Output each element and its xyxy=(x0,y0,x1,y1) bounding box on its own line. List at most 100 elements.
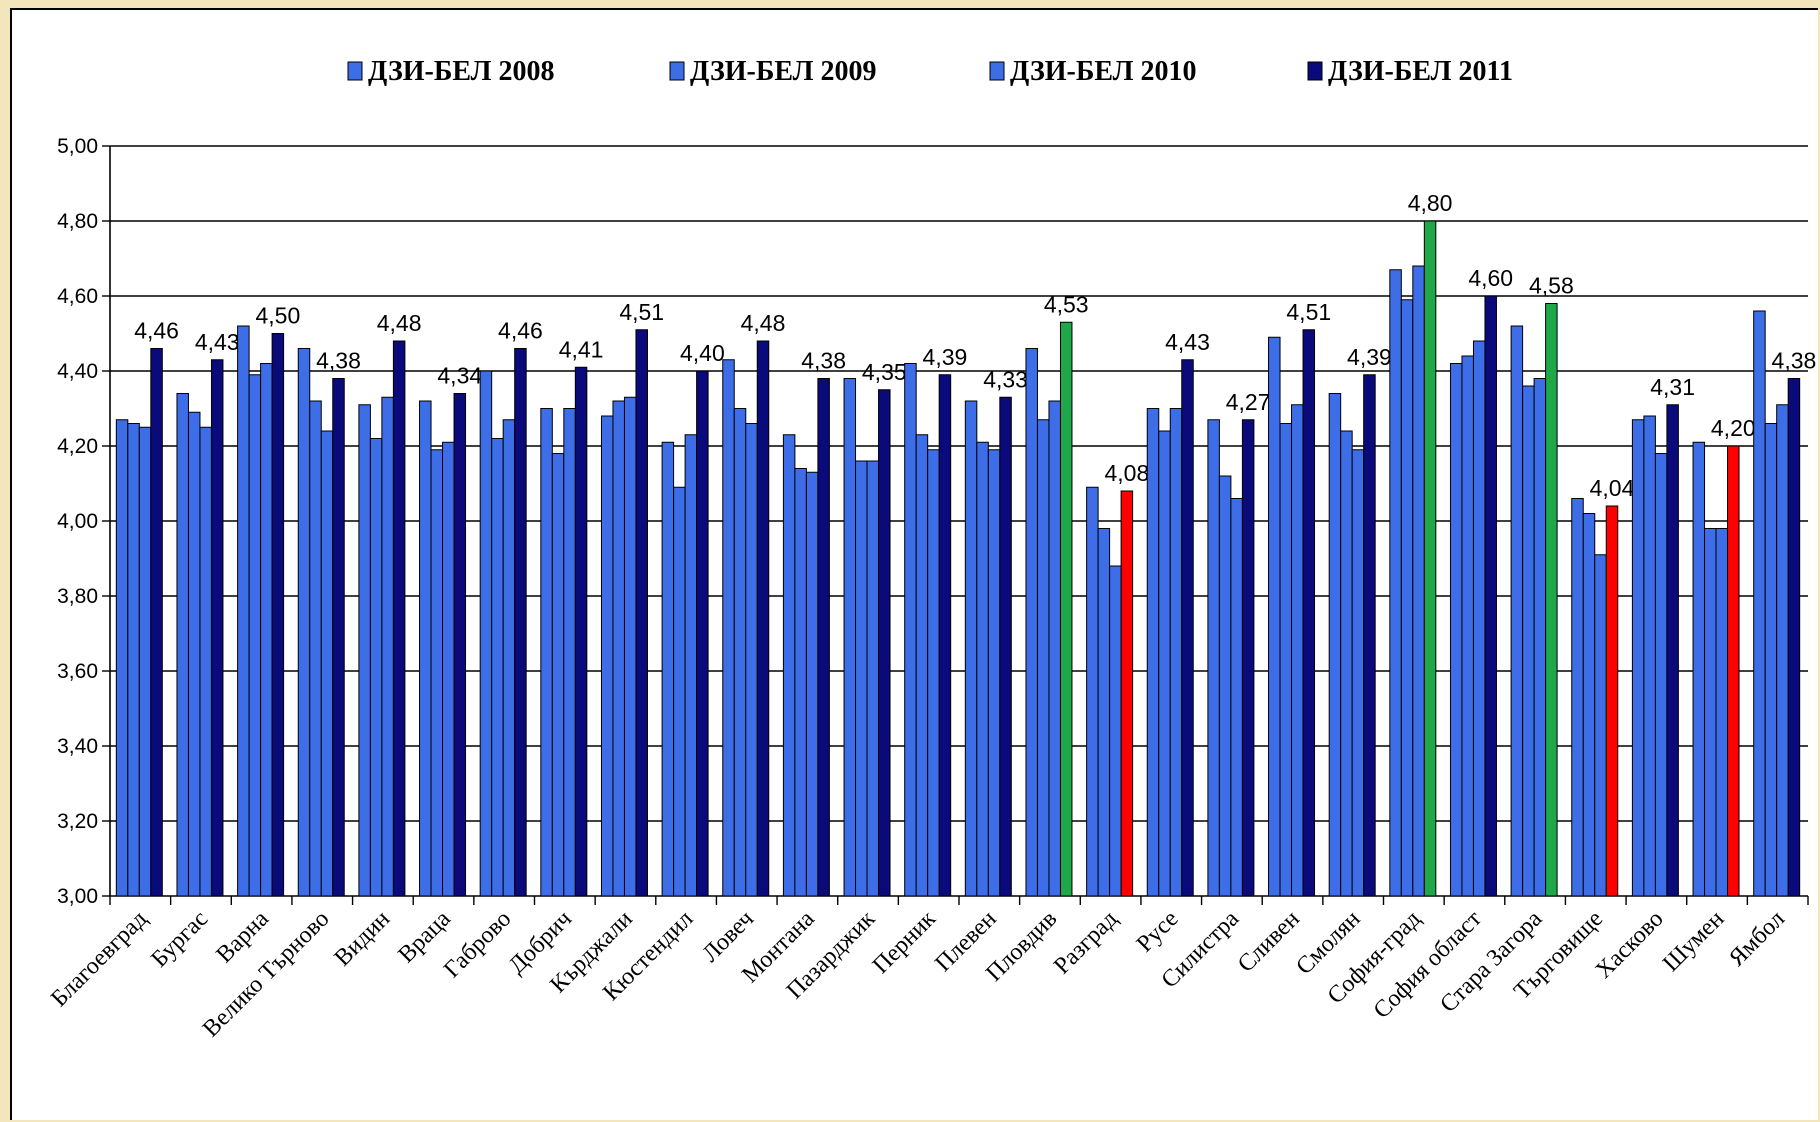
data-label: 4,46 xyxy=(498,318,543,344)
bar-1 xyxy=(1389,269,1402,897)
x-tick-label: Перник xyxy=(868,906,941,979)
x-tick-label: Сливен xyxy=(1233,906,1305,978)
bar-3 xyxy=(1351,449,1365,897)
bar-2 xyxy=(612,400,625,897)
data-label: 4,50 xyxy=(255,303,300,329)
bar-3 xyxy=(502,419,516,897)
x-tick-label: Ямбол xyxy=(1724,906,1790,972)
y-tick-label: 4,40 xyxy=(57,360,98,383)
bar-1 xyxy=(297,348,311,897)
bar-1 xyxy=(176,393,189,897)
bar-1 xyxy=(782,434,796,897)
bar-3 xyxy=(1048,400,1061,897)
x-tick-label: Видин xyxy=(330,906,396,972)
bar-3 xyxy=(623,396,637,897)
legend-label: ДЗИ-БЕЛ 2010 xyxy=(1010,56,1197,87)
bar-2 xyxy=(1704,528,1717,897)
y-tick-label: 4,60 xyxy=(57,285,98,308)
y-tick-label: 3,40 xyxy=(57,735,98,758)
bar-1 xyxy=(1268,336,1281,897)
bar-1 xyxy=(661,441,675,897)
top-left-color-band xyxy=(0,0,370,8)
y-tick-label: 3,20 xyxy=(57,810,98,833)
bar-1 xyxy=(479,370,493,897)
bar-1 xyxy=(1571,498,1584,897)
bar-4 xyxy=(514,348,527,897)
bar-3 xyxy=(138,426,152,897)
bar-3 xyxy=(1230,498,1243,897)
bar-3 xyxy=(1533,378,1547,897)
data-label: 4,34 xyxy=(437,363,482,389)
bar-4 xyxy=(574,366,588,897)
bar-4 xyxy=(817,378,830,897)
bar-3 xyxy=(1776,404,1789,897)
data-label: 4,27 xyxy=(1226,389,1271,415)
data-label: 4,48 xyxy=(377,310,422,336)
bar-3 xyxy=(805,471,819,897)
x-tick-label: Габрово xyxy=(439,906,516,983)
bar-2 xyxy=(1036,419,1050,897)
x-tick-label: Благоевград xyxy=(46,906,152,1012)
bar-3 xyxy=(381,396,394,897)
bar-3 xyxy=(1654,453,1668,897)
data-label: 4,48 xyxy=(741,310,786,336)
bar-4 xyxy=(878,389,891,897)
bar-3 xyxy=(563,408,576,897)
bar-2 xyxy=(1158,430,1171,897)
data-label: 4,46 xyxy=(134,318,179,344)
bar-3 xyxy=(987,449,1001,897)
bar-4 xyxy=(938,374,952,897)
bar-1 xyxy=(115,419,129,897)
bar-2 xyxy=(127,423,140,897)
bar-3 xyxy=(199,426,212,897)
bar-1 xyxy=(843,378,857,897)
bar-2 xyxy=(248,374,262,897)
bar-3 xyxy=(442,441,455,897)
y-tick-label: 4,80 xyxy=(57,210,98,233)
data-label: 4,04 xyxy=(1590,475,1635,501)
bar-2 xyxy=(1522,385,1535,897)
data-label: 4,20 xyxy=(1711,415,1756,441)
bar-4 xyxy=(453,393,467,897)
x-tick-label: Бургас xyxy=(146,906,213,973)
bar-1 xyxy=(964,400,978,897)
bar-2 xyxy=(1097,528,1111,897)
data-label: 4,38 xyxy=(316,348,361,374)
bar-3 xyxy=(260,363,273,897)
bar-4 xyxy=(1787,378,1801,897)
bar-2 xyxy=(551,453,565,897)
bar-3 xyxy=(927,449,940,897)
bar-4 xyxy=(1241,419,1255,897)
data-label: 4,43 xyxy=(1165,329,1210,355)
data-label: 4,51 xyxy=(1286,299,1331,325)
data-label: 4,39 xyxy=(1347,344,1392,370)
bar-4 xyxy=(1059,321,1073,897)
bar-1 xyxy=(1025,348,1038,897)
bar-1 xyxy=(1328,393,1342,897)
bar-1 xyxy=(540,408,553,897)
bar-4 xyxy=(696,370,709,897)
bar-4 xyxy=(1666,404,1679,897)
data-label: 4,80 xyxy=(1408,190,1453,216)
bar-4 xyxy=(999,396,1012,897)
bar-4 xyxy=(1302,329,1316,897)
bar-2 xyxy=(430,449,444,897)
bar-3 xyxy=(1291,404,1304,897)
y-tick-label: 3,80 xyxy=(57,585,98,608)
y-tick-label: 4,20 xyxy=(57,435,98,458)
bar-2 xyxy=(1461,355,1474,897)
bar-1 xyxy=(904,363,917,897)
bar-4 xyxy=(756,340,770,897)
bar-1 xyxy=(1753,310,1766,897)
bar-2 xyxy=(976,441,989,897)
legend-swatch xyxy=(989,61,1005,81)
bar-2 xyxy=(733,408,747,897)
bar-4 xyxy=(150,348,163,897)
data-label: 4,60 xyxy=(1468,265,1513,291)
bar-3 xyxy=(1472,340,1486,897)
x-tick-label: Хасково xyxy=(1591,906,1669,984)
bar-4 xyxy=(1181,359,1194,897)
bar-3 xyxy=(1109,565,1122,897)
bar-2 xyxy=(369,438,383,897)
